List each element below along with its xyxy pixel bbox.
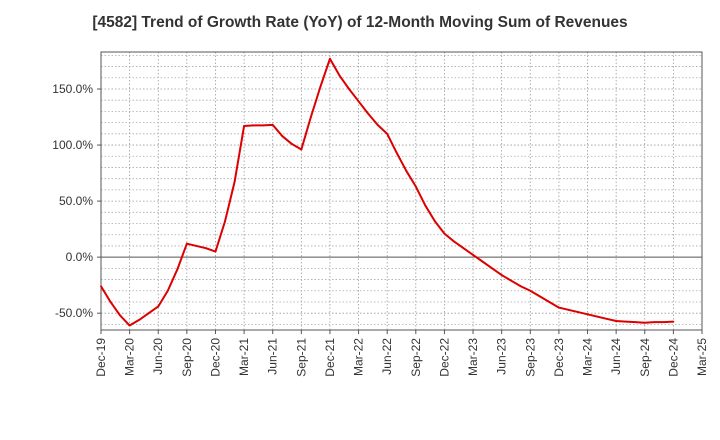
grid	[100, 52, 703, 330]
x-tick-label: Dec-19	[94, 338, 108, 377]
x-tick-label: Jun-21	[266, 338, 280, 375]
data-point	[643, 321, 646, 324]
y-tick-label: 0.0%	[66, 250, 94, 264]
data-point	[214, 250, 217, 253]
y-tick-label: 150.0%	[52, 82, 93, 96]
x-tick-label: Mar-22	[352, 338, 366, 376]
x-tick-label: Jun-23	[495, 338, 509, 375]
chart-title: [4582] Trend of Growth Rate (YoY) of 12-…	[92, 14, 628, 31]
data-point	[538, 295, 541, 298]
data-point	[634, 321, 637, 324]
data-point	[491, 267, 494, 270]
data-point	[529, 289, 532, 292]
data-point	[109, 301, 112, 303]
data-point	[252, 124, 255, 127]
data-point	[558, 306, 560, 309]
data-point	[662, 321, 665, 324]
x-tick-label: Dec-22	[437, 338, 451, 377]
data-point	[577, 311, 579, 313]
data-point	[624, 320, 627, 323]
data-point	[329, 57, 331, 60]
data-point	[290, 143, 293, 145]
data-point	[605, 317, 608, 320]
data-point	[453, 240, 455, 243]
x-tick-label: Mar-25	[695, 338, 709, 376]
y-tick-label: 100.0%	[52, 138, 93, 152]
x-tick-label: Jun-22	[380, 338, 394, 375]
x-tick-label: Sep-21	[294, 338, 308, 377]
data-point	[462, 247, 465, 250]
data-point	[348, 88, 350, 90]
data-point	[395, 151, 398, 154]
data-point	[472, 254, 474, 256]
data-point	[519, 285, 522, 288]
data-point	[672, 320, 675, 323]
data-point	[443, 232, 446, 235]
data-point	[147, 312, 150, 315]
data-point	[138, 319, 141, 321]
x-tick-label: Dec-20	[208, 338, 222, 377]
data-point	[205, 247, 207, 250]
data-point	[357, 100, 360, 103]
x-axis: Dec-19 Mar-20 Jun-20 Sep-20 Dec-20 Mar-21 Jun-…	[94, 330, 709, 377]
x-tick-label: Mar-20	[123, 338, 137, 376]
y-axis: -50.0% 0.0% 50.0% 100.0% 150.0%	[52, 82, 101, 320]
data-point	[338, 74, 341, 77]
data-point	[224, 220, 226, 223]
x-tick-label: Sep-24	[638, 338, 652, 377]
x-tick-label: Mar-21	[237, 338, 251, 376]
data-point	[586, 313, 589, 316]
data-point	[319, 85, 322, 88]
x-tick-label: Jun-24	[609, 338, 623, 375]
data-point	[596, 315, 598, 318]
series-group	[100, 57, 675, 327]
x-tick-label: Dec-23	[552, 338, 566, 377]
x-tick-label: Sep-20	[180, 338, 194, 377]
data-point	[500, 274, 503, 276]
data-point	[262, 124, 265, 127]
data-point	[119, 314, 121, 317]
data-point	[166, 289, 169, 292]
plot-frame	[100, 51, 703, 331]
data-point	[128, 324, 131, 327]
data-point	[271, 123, 274, 126]
x-tick-label: Dec-24	[666, 338, 680, 377]
x-tick-label: Dec-21	[323, 338, 337, 377]
data-point	[233, 181, 236, 183]
axes	[100, 51, 703, 331]
x-tick-label: Sep-22	[409, 338, 423, 377]
data-point	[510, 279, 513, 282]
data-point	[281, 135, 284, 137]
x-tick-label: Mar-23	[466, 338, 480, 376]
data-point	[424, 204, 427, 207]
data-point	[100, 285, 102, 288]
data-point	[157, 305, 160, 308]
x-tick-label: Mar-24	[581, 338, 595, 376]
data-point	[243, 125, 246, 127]
data-point	[653, 321, 656, 324]
data-point	[300, 148, 303, 151]
data-point	[367, 112, 370, 115]
data-point	[615, 320, 618, 322]
data-point	[414, 185, 417, 188]
x-tick-label: Jun-20	[151, 338, 165, 375]
data-point	[548, 301, 551, 303]
data-point	[405, 169, 408, 172]
data-point	[376, 123, 379, 126]
data-point	[309, 116, 312, 118]
data-point	[386, 132, 389, 135]
data-point	[195, 245, 198, 247]
data-point	[567, 308, 570, 311]
data-point	[185, 242, 188, 245]
y-tick-label: -50.0%	[55, 306, 93, 320]
data-point	[176, 268, 179, 271]
y-tick-label: 50.0%	[59, 194, 93, 208]
x-tick-label: Sep-23	[523, 338, 537, 377]
data-point	[433, 220, 436, 223]
data-point	[481, 260, 484, 263]
